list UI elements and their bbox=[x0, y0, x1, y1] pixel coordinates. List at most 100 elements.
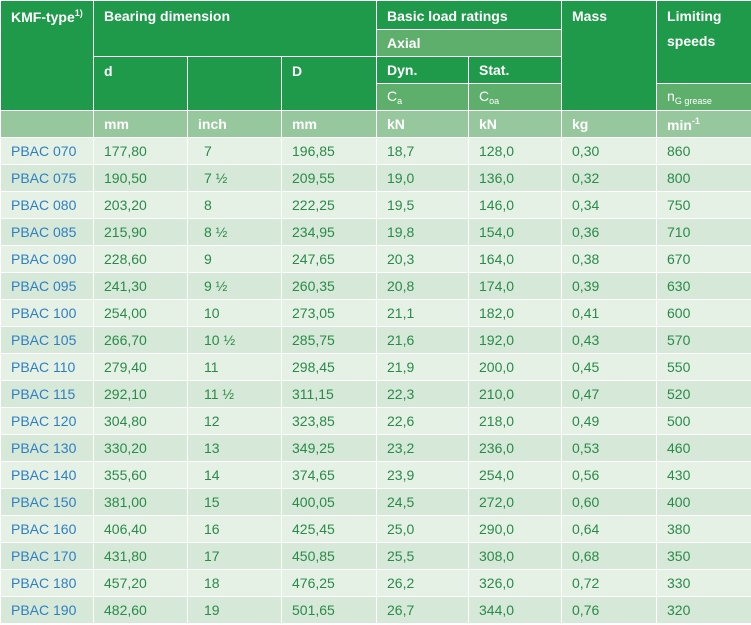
mass-cell: 0,41 bbox=[561, 299, 658, 327]
dyn-cell: 21,9 bbox=[376, 353, 470, 381]
type-cell: PBAC 170 bbox=[0, 542, 94, 570]
coa-header: Coa bbox=[468, 83, 563, 111]
d-inch-cell: 16 bbox=[187, 515, 282, 543]
D-mm-cell: 501,65 bbox=[280, 596, 378, 624]
type-cell: PBAC 115 bbox=[0, 380, 94, 408]
D-mm-cell: 323,85 bbox=[280, 407, 378, 435]
stat-cell: 254,0 bbox=[468, 461, 563, 489]
speed-cell: 600 bbox=[656, 299, 751, 327]
table-body: PBAC 070 177,80 7 196,85 18,7 128,0 0,30 860 PBA… bbox=[0, 137, 751, 624]
d-mm-cell: 304,80 bbox=[93, 407, 188, 435]
speed-cell: 860 bbox=[656, 137, 751, 165]
d-inch-cell: 7 ½ bbox=[187, 164, 282, 192]
dyn-cell: 19,8 bbox=[376, 218, 470, 246]
type-cell: PBAC 075 bbox=[0, 164, 94, 192]
table-row: PBAC 120 304,80 12 323,85 22,6 218,0 0,49 500 bbox=[0, 407, 751, 435]
D-mm-cell: 400,05 bbox=[280, 488, 378, 516]
speed-cell: 550 bbox=[656, 353, 751, 381]
stat-cell: 210,0 bbox=[468, 380, 563, 408]
type-cell: PBAC 080 bbox=[0, 191, 94, 219]
table-row: PBAC 140 355,60 14 374,65 23,9 254,0 0,56 430 bbox=[0, 461, 751, 489]
D-header: D bbox=[280, 56, 378, 111]
d-mm-cell: 190,50 bbox=[93, 164, 188, 192]
table-row: PBAC 085 215,90 8 ½ 234,95 19,8 154,0 0,36 710 bbox=[0, 218, 751, 246]
table-row: PBAC 150 381,00 15 400,05 24,5 272,0 0,60 400 bbox=[0, 488, 751, 516]
basic-load-ratings-header: Basic load ratings bbox=[376, 0, 563, 30]
stat-cell: 200,0 bbox=[468, 353, 563, 381]
limiting-speeds-header: Limiting speeds bbox=[656, 0, 751, 84]
speed-cell: 500 bbox=[656, 407, 751, 435]
unit-mass: kg bbox=[561, 110, 658, 138]
d-inch-cell: 8 ½ bbox=[187, 218, 282, 246]
speed-cell: 750 bbox=[656, 191, 751, 219]
bearing-dimension-header: Bearing dimension bbox=[92, 0, 378, 57]
speed-cell: 520 bbox=[656, 380, 751, 408]
mass-cell: 0,72 bbox=[561, 569, 658, 597]
table-row: PBAC 070 177,80 7 196,85 18,7 128,0 0,30 860 bbox=[0, 137, 751, 165]
dyn-cell: 26,2 bbox=[376, 569, 470, 597]
D-mm-cell: 234,95 bbox=[280, 218, 378, 246]
stat-header: Stat. bbox=[468, 56, 563, 84]
mass-cell: 0,32 bbox=[561, 164, 658, 192]
dyn-cell: 19,5 bbox=[376, 191, 470, 219]
dyn-cell: 22,6 bbox=[376, 407, 470, 435]
d-inch-cell: 10 bbox=[187, 299, 282, 327]
table-row: PBAC 160 406,40 16 425,45 25,0 290,0 0,64 380 bbox=[0, 515, 751, 543]
d-inch-cell: 11 ½ bbox=[187, 380, 282, 408]
mass-header: Mass bbox=[561, 0, 658, 111]
stat-cell: 146,0 bbox=[468, 191, 563, 219]
speed-cell: 350 bbox=[656, 542, 751, 570]
D-mm-cell: 273,05 bbox=[280, 299, 378, 327]
d-inch-cell: 14 bbox=[187, 461, 282, 489]
dyn-cell: 23,9 bbox=[376, 461, 470, 489]
type-cell: PBAC 130 bbox=[0, 434, 94, 462]
D-mm-cell: 247,65 bbox=[280, 245, 378, 273]
d-mm-cell: 457,20 bbox=[93, 569, 188, 597]
speed-cell: 800 bbox=[656, 164, 751, 192]
stat-cell: 326,0 bbox=[468, 569, 563, 597]
d-inch-cell: 15 bbox=[187, 488, 282, 516]
D-mm-cell: 260,35 bbox=[280, 272, 378, 300]
unit-type-spacer bbox=[0, 110, 94, 138]
stat-cell: 154,0 bbox=[468, 218, 563, 246]
stat-cell: 218,0 bbox=[468, 407, 563, 435]
mass-cell: 0,60 bbox=[561, 488, 658, 516]
dyn-cell: 18,7 bbox=[376, 137, 470, 165]
d-inch-cell: 11 bbox=[187, 353, 282, 381]
table-row: PBAC 130 330,20 13 349,25 23,2 236,0 0,53 460 bbox=[0, 434, 751, 462]
mass-cell: 0,30 bbox=[561, 137, 658, 165]
dyn-cell: 22,3 bbox=[376, 380, 470, 408]
table-row: PBAC 190 482,60 19 501,65 26,7 344,0 0,76 320 bbox=[0, 596, 751, 624]
stat-cell: 344,0 bbox=[468, 596, 563, 624]
table-row: PBAC 080 203,20 8 222,25 19,5 146,0 0,34 750 bbox=[0, 191, 751, 219]
D-mm-cell: 209,55 bbox=[280, 164, 378, 192]
table-row: PBAC 110 279,40 11 298,45 21,9 200,0 0,45 550 bbox=[0, 353, 751, 381]
unit-D-mm: mm bbox=[280, 110, 378, 138]
d-inch-cell: 9 bbox=[187, 245, 282, 273]
table-row: PBAC 115 292,10 11 ½ 311,15 22,3 210,0 0,47 520 bbox=[0, 380, 751, 408]
D-mm-cell: 374,65 bbox=[280, 461, 378, 489]
type-cell: PBAC 110 bbox=[0, 353, 94, 381]
speed-cell: 710 bbox=[656, 218, 751, 246]
type-cell: PBAC 090 bbox=[0, 245, 94, 273]
mass-cell: 0,68 bbox=[561, 542, 658, 570]
table-row: PBAC 095 241,30 9 ½ 260,35 20,8 174,0 0,39 630 bbox=[0, 272, 751, 300]
type-cell: PBAC 070 bbox=[0, 137, 94, 165]
dyn-cell: 21,6 bbox=[376, 326, 470, 354]
dyn-cell: 20,8 bbox=[376, 272, 470, 300]
mass-cell: 0,56 bbox=[561, 461, 658, 489]
n-grease-header: nG grease bbox=[656, 83, 751, 111]
stat-cell: 164,0 bbox=[468, 245, 563, 273]
speed-cell: 670 bbox=[656, 245, 751, 273]
dyn-cell: 24,5 bbox=[376, 488, 470, 516]
d-mm-cell: 266,70 bbox=[93, 326, 188, 354]
D-mm-cell: 285,75 bbox=[280, 326, 378, 354]
d-inch-cell: 19 bbox=[187, 596, 282, 624]
type-cell: PBAC 100 bbox=[0, 299, 94, 327]
speed-cell: 430 bbox=[656, 461, 751, 489]
d-mm-cell: 406,40 bbox=[93, 515, 188, 543]
d-mm-cell: 355,60 bbox=[93, 461, 188, 489]
type-cell: PBAC 120 bbox=[0, 407, 94, 435]
D-mm-cell: 476,25 bbox=[280, 569, 378, 597]
